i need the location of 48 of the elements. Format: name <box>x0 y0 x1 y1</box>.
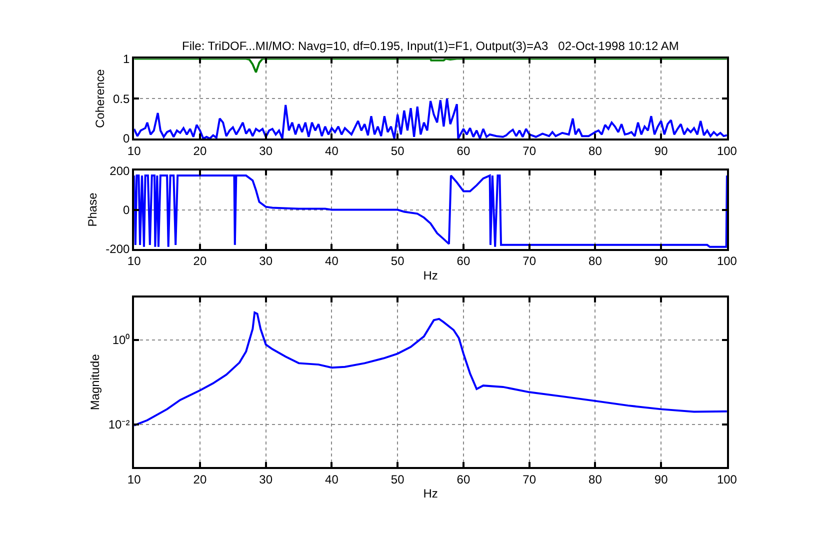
line-series <box>134 312 727 426</box>
x-tick-label: 90 <box>654 254 668 268</box>
x-tick-label: 10 <box>127 472 142 486</box>
x-tick-label: 30 <box>259 144 273 158</box>
x-tick-label: 70 <box>522 254 536 268</box>
y-tick-label: 200 <box>110 164 130 178</box>
x-tick-label: 30 <box>259 254 273 268</box>
x-tick-label: 100 <box>716 254 738 268</box>
y-tick-label: 10⁰ <box>112 332 130 347</box>
x-tick-label: 10 <box>127 254 142 268</box>
y-tick-label: 1 <box>123 52 130 66</box>
x-tick-label: 100 <box>716 472 738 486</box>
x-tick-label: 20 <box>193 144 207 158</box>
y-tick-label: -200 <box>106 242 130 256</box>
x-tick-label: 100 <box>716 144 738 158</box>
line-series <box>134 58 727 74</box>
x-tick-label: 50 <box>390 144 405 158</box>
x-tick-label: 60 <box>456 472 470 486</box>
x-tick-label: 40 <box>325 254 339 268</box>
x-tick-label: 80 <box>588 254 602 268</box>
chart-title: File: TriDOF...MI/MO: Navg=10, df=0.195, Input(1)=F1, Output(3)=A3 02-Oct-1998 10:12 AM <box>182 39 679 53</box>
line-series <box>134 174 727 248</box>
x-tick-label: 90 <box>654 472 668 486</box>
x-tick-label: 40 <box>325 144 339 158</box>
x-tick-label: 80 <box>588 472 602 486</box>
y-tick-label: 0 <box>123 202 130 217</box>
x-tick-label: 90 <box>654 144 668 158</box>
x-tick-label: 30 <box>259 472 273 486</box>
y-axis-title: Magnitude <box>88 354 102 410</box>
x-axis-title: Hz <box>423 268 438 283</box>
y-tick-label: 0.5 <box>113 92 130 106</box>
y-tick-label: 10⁻² <box>108 418 130 432</box>
x-tick-label: 70 <box>522 472 536 486</box>
y-axis-title: Phase <box>85 192 100 227</box>
x-tick-label: 20 <box>193 254 207 268</box>
x-tick-label: 50 <box>390 254 405 268</box>
x-tick-label: 70 <box>522 144 536 158</box>
x-tick-label: 40 <box>325 472 339 486</box>
x-tick-label: 60 <box>456 254 470 268</box>
y-axis-title: Coherence <box>92 68 107 128</box>
line-series <box>134 98 727 138</box>
x-tick-label: 20 <box>193 472 207 486</box>
x-tick-label: 60 <box>456 144 470 158</box>
x-tick-label: 80 <box>588 144 602 158</box>
x-axis-title: Hz <box>423 486 438 501</box>
y-tick-label: 0 <box>123 132 130 146</box>
x-tick-label: 10 <box>127 144 142 158</box>
x-tick-label: 50 <box>390 472 405 486</box>
